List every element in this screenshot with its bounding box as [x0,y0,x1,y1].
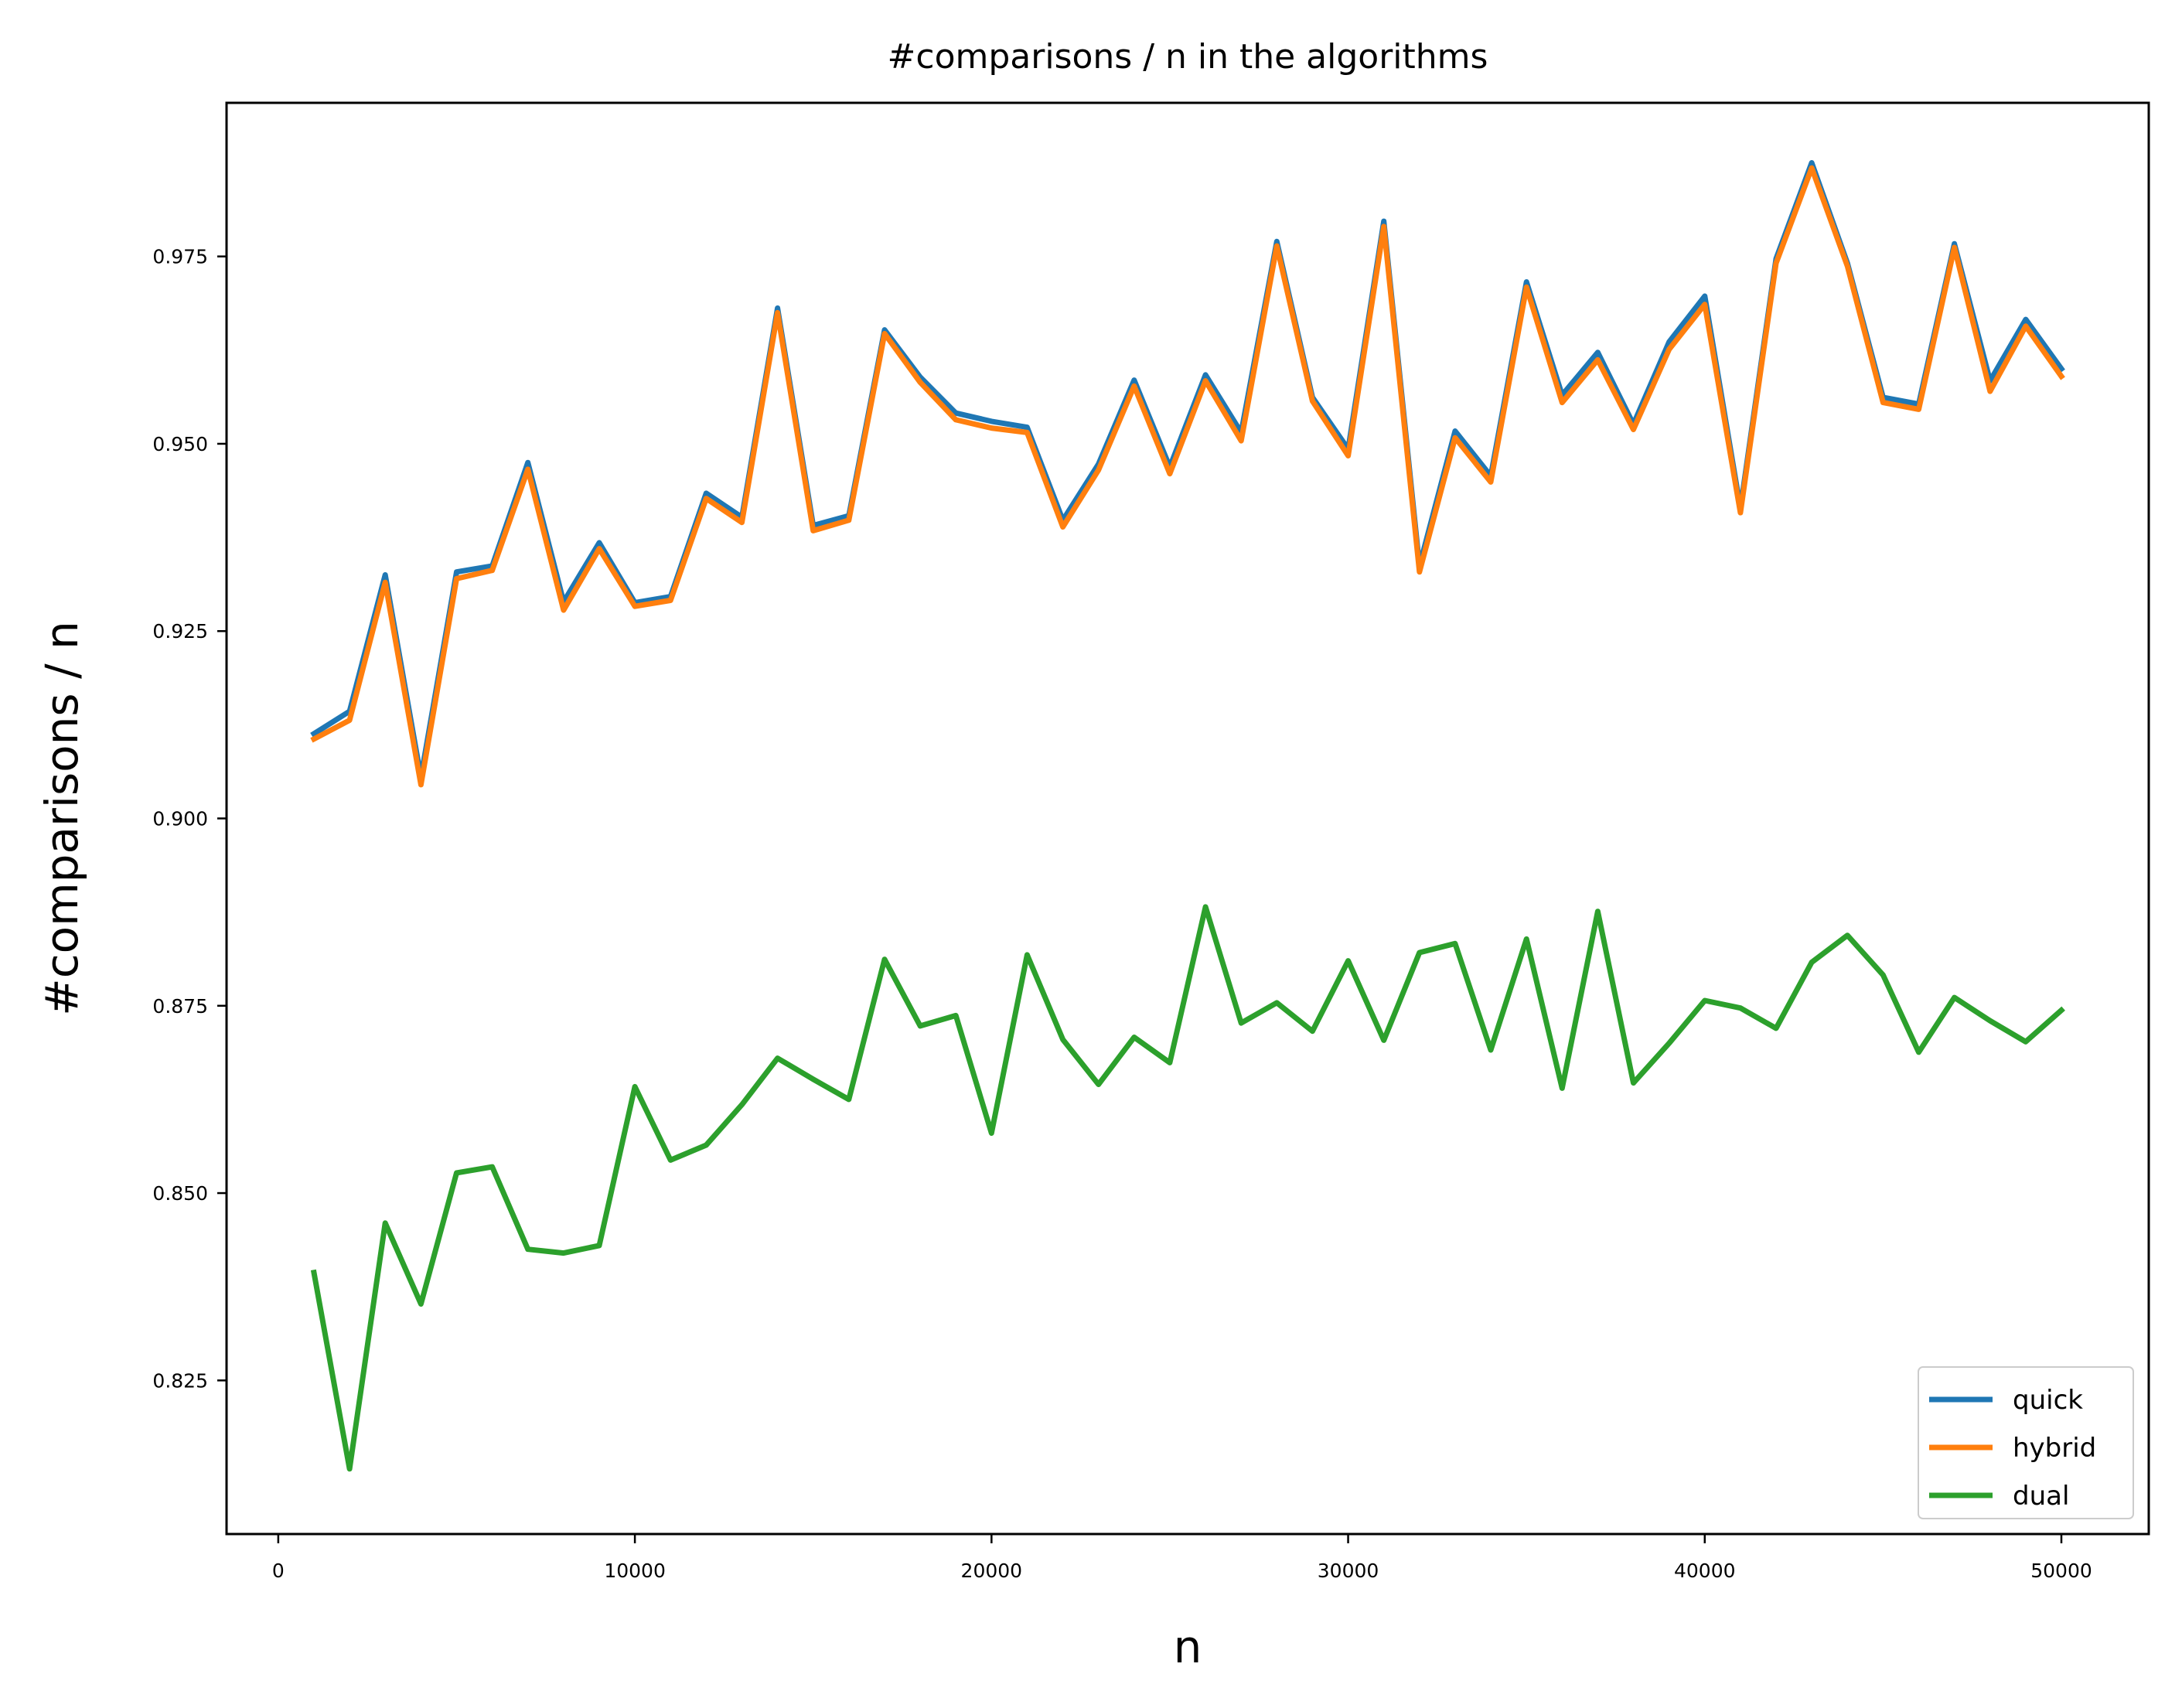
x-tick-label: 50000 [2030,1560,2092,1582]
legend-label: dual [2013,1481,2069,1512]
legend-label: quick [2013,1385,2083,1416]
y-axis-label: #comparisons / n [36,621,88,1016]
legend-label: hybrid [2013,1433,2096,1464]
x-axis: 0 10000 20000 30000 40000 50000 [272,1534,2092,1582]
y-tick-label: 0.950 [152,433,208,455]
series-line-hybrid [310,165,2065,788]
series-line-dual [310,904,2065,1472]
x-axis-label: n [1174,1621,1202,1673]
series-hybrid [310,165,2065,788]
y-tick-label: 0.875 [152,995,208,1018]
series-dual [310,904,2065,1472]
x-tick-label: 40000 [1674,1560,1736,1582]
legend-item-quick: quick [1929,1385,2083,1416]
x-tick-label: 20000 [961,1560,1023,1582]
chart-title: #comparisons / n in the algorithms [888,37,1488,77]
series-layer [310,160,2065,1472]
x-tick-label: 30000 [1318,1560,1379,1582]
legend-item-hybrid: hybrid [1929,1433,2096,1464]
legend-item-dual: dual [1929,1481,2069,1512]
legend: quick hybrid dual [1918,1366,2134,1519]
y-tick-label: 0.925 [152,620,208,643]
legend-box [1918,1366,2134,1519]
x-tick-label: 10000 [604,1560,666,1582]
y-tick-label: 0.825 [152,1369,208,1392]
y-tick-label: 0.975 [152,246,208,268]
y-axis: 0.825 0.850 0.875 0.900 0.925 0.950 0.975 [152,246,227,1392]
y-tick-label: 0.900 [152,808,208,830]
y-tick-label: 0.850 [152,1182,208,1205]
x-tick-label: 0 [272,1560,285,1582]
